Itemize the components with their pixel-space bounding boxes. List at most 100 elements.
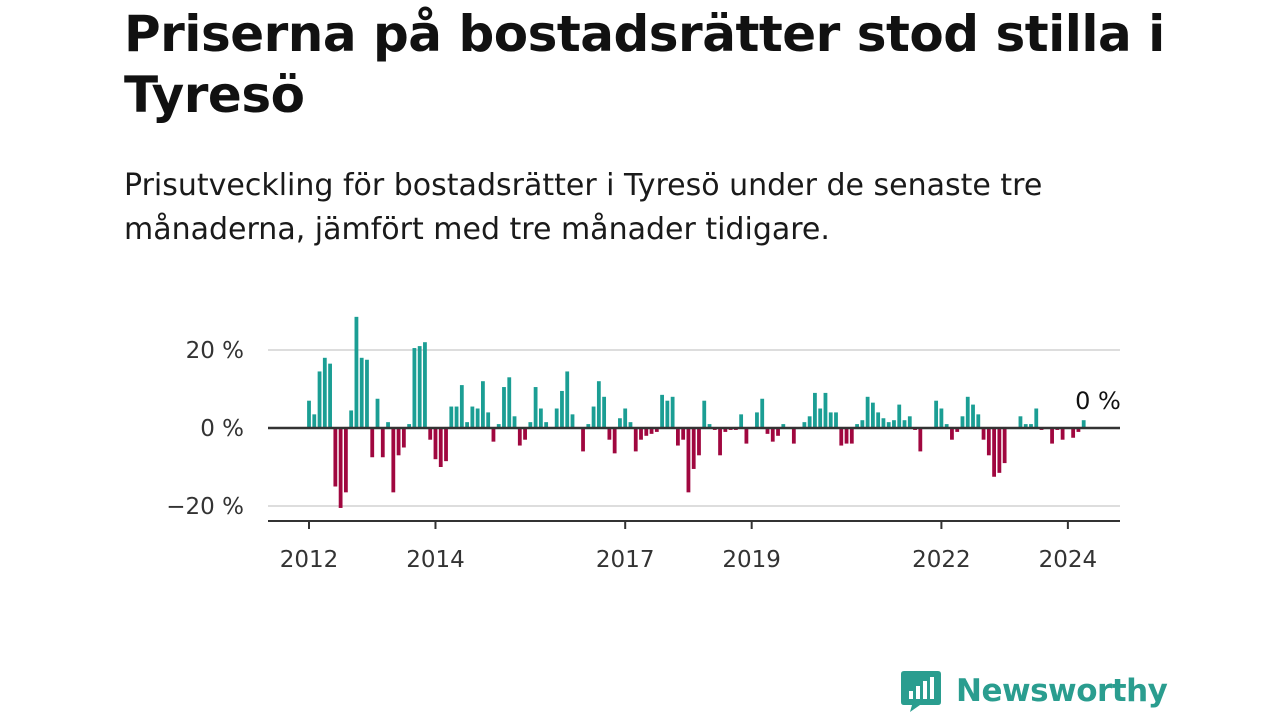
bar-positive — [328, 363, 332, 428]
bar-positive — [876, 412, 881, 428]
bar-positive — [412, 348, 417, 428]
bar-negative — [396, 428, 401, 456]
bar-positive — [459, 385, 464, 428]
bar-positive — [554, 408, 559, 428]
bar-negative — [1002, 428, 1007, 464]
bar-positive — [660, 394, 664, 428]
bar-negative — [955, 428, 960, 432]
bar-negative — [343, 428, 348, 493]
bar-positive — [322, 357, 327, 428]
bar-negative — [654, 428, 659, 432]
bar-negative — [644, 428, 649, 436]
bar-negative — [401, 428, 406, 448]
bar-negative — [918, 428, 923, 452]
bar-positive — [386, 422, 390, 428]
bar-negative — [612, 428, 617, 454]
y-tick-label: 20 % — [186, 338, 244, 364]
bar-positive — [570, 414, 575, 428]
bar-positive — [1018, 416, 1023, 428]
bar-positive — [365, 359, 369, 428]
bar-positive — [312, 414, 317, 428]
bar-positive — [665, 400, 670, 428]
newsworthy-logo-text: Newsworthy — [956, 673, 1168, 709]
newsworthy-logo-icon — [901, 671, 941, 712]
bar-negative — [523, 428, 527, 440]
bar-positive — [1081, 420, 1086, 428]
bar-positive — [755, 412, 759, 428]
bar-negative — [649, 428, 654, 434]
newsworthy-logo: Newsworthy — [900, 669, 1168, 713]
bar-negative — [839, 428, 844, 446]
y-tick-label: −20 % — [166, 494, 244, 520]
bar-positive — [507, 377, 512, 428]
bar-negative — [444, 428, 448, 462]
bar-negative — [607, 428, 612, 440]
bar-negative — [770, 428, 775, 442]
bar-positive — [470, 406, 475, 428]
bar-negative — [992, 428, 996, 477]
bar-positive — [881, 418, 886, 428]
bar-positive — [528, 422, 533, 428]
chart-title: Priserna på bostadsrätter stod stilla i … — [124, 5, 1165, 124]
bar-positive — [354, 316, 359, 428]
bar-positive — [828, 412, 833, 428]
bar-positive — [707, 424, 712, 428]
bar-positive — [865, 396, 870, 428]
bar-positive — [417, 346, 422, 428]
x-tick-label: 2014 — [406, 547, 465, 573]
bar-negative — [428, 428, 433, 440]
bar-positive — [760, 398, 765, 428]
bar-positive — [834, 412, 838, 428]
bar-positive — [802, 422, 807, 428]
bar-positive — [670, 396, 675, 428]
bar-positive — [739, 414, 744, 428]
bar-positive — [907, 416, 912, 428]
bar-negative — [686, 428, 691, 493]
bar-negative — [333, 428, 338, 487]
bar-positive — [623, 408, 628, 428]
bar-negative — [1071, 428, 1076, 438]
bar-positive — [465, 422, 469, 428]
bar-negative — [791, 428, 796, 444]
bar-positive — [533, 387, 538, 428]
bar-positive — [886, 422, 891, 428]
bar-positive — [586, 424, 591, 428]
bar-negative — [676, 428, 680, 446]
bar-positive — [870, 402, 875, 428]
bar-negative — [433, 428, 438, 460]
bar-negative — [581, 428, 585, 452]
bar-negative — [691, 428, 696, 469]
bar-negative — [697, 428, 701, 456]
bar-positive — [702, 400, 707, 428]
bar-negative — [438, 428, 443, 467]
bar-negative — [517, 428, 522, 446]
bar-negative — [1060, 428, 1065, 440]
bar-positive — [475, 408, 480, 428]
last-value-label: 0 % — [1075, 387, 1121, 415]
bar-negative — [844, 428, 849, 444]
x-tick-label: 2024 — [1039, 547, 1098, 573]
bar-positive — [359, 357, 364, 428]
bar-positive — [560, 390, 564, 428]
bar-negative — [950, 428, 954, 440]
bar-positive — [897, 404, 902, 428]
bar-positive — [481, 381, 485, 428]
bar-negative — [849, 428, 854, 444]
bar-positive — [502, 387, 506, 428]
bar-positive — [565, 371, 570, 428]
bar-negative — [338, 428, 343, 508]
bar-positive — [855, 424, 859, 428]
bar-positive — [976, 414, 981, 428]
bar-positive — [781, 424, 786, 428]
bar-negative — [633, 428, 638, 452]
x-tick-label: 2017 — [596, 547, 655, 573]
bar-negative — [370, 428, 375, 458]
bar-negative — [723, 428, 728, 432]
bar-negative — [776, 428, 780, 436]
bar-positive — [944, 424, 949, 428]
bar-positive — [807, 416, 812, 428]
bar-negative — [391, 428, 396, 493]
bar-negative — [380, 428, 385, 458]
bar-positive — [628, 422, 633, 428]
bar-negative — [1076, 428, 1081, 432]
